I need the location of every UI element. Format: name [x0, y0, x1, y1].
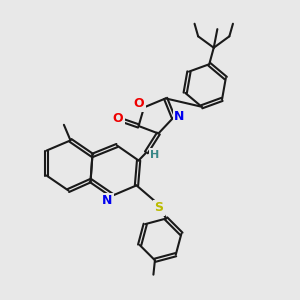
Text: O: O [133, 97, 144, 110]
Text: O: O [112, 112, 123, 125]
Text: S: S [154, 201, 164, 214]
Text: H: H [150, 150, 159, 160]
Text: N: N [102, 194, 112, 208]
Text: N: N [174, 110, 184, 123]
